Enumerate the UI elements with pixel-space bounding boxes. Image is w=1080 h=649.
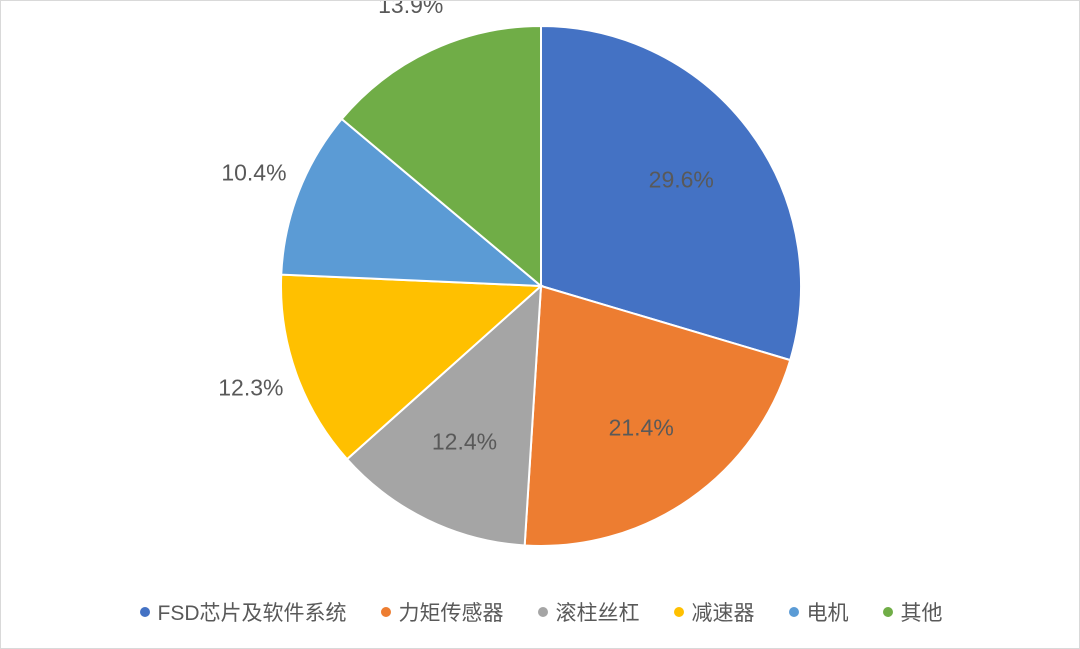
chart-frame: 29.6% 21.4% 12.4% 12.3% 10.4% 13.9% FSD芯片及软件系… <box>0 0 1080 649</box>
legend-swatch <box>381 607 391 617</box>
legend-label: 减速器 <box>692 597 755 627</box>
legend-item: 减速器 <box>674 597 755 627</box>
pie-slice-label: 12.3% <box>218 374 283 400</box>
legend-label: 电机 <box>807 597 849 627</box>
legend-swatch <box>538 607 548 617</box>
pie-slice-label: 13.9% <box>378 1 443 18</box>
pie-slice-label: 10.4% <box>221 159 286 185</box>
pie-slice-label: 12.4% <box>432 428 497 454</box>
legend: FSD芯片及软件系统 力矩传感器 滚柱丝杠 减速器 电机 其他 <box>1 576 1080 648</box>
legend-swatch <box>674 607 684 617</box>
pie-slice-label: 21.4% <box>609 415 674 441</box>
legend-item: FSD芯片及软件系统 <box>140 597 347 627</box>
pie-chart-svg: 29.6% 21.4% 12.4% 12.3% 10.4% 13.9% <box>1 1 1080 561</box>
legend-label: FSD芯片及软件系统 <box>158 597 347 627</box>
legend-item: 其他 <box>883 597 943 627</box>
legend-item: 力矩传感器 <box>381 597 504 627</box>
legend-item: 滚柱丝杠 <box>538 597 640 627</box>
legend-item: 电机 <box>789 597 849 627</box>
legend-label: 其他 <box>901 597 943 627</box>
legend-swatch <box>883 607 893 617</box>
pie-slice-label: 29.6% <box>649 166 714 192</box>
legend-swatch <box>140 607 150 617</box>
pie-chart-area: 29.6% 21.4% 12.4% 12.3% 10.4% 13.9% <box>1 1 1080 561</box>
legend-swatch <box>789 607 799 617</box>
legend-label: 滚柱丝杠 <box>556 597 640 627</box>
legend-label: 力矩传感器 <box>399 597 504 627</box>
